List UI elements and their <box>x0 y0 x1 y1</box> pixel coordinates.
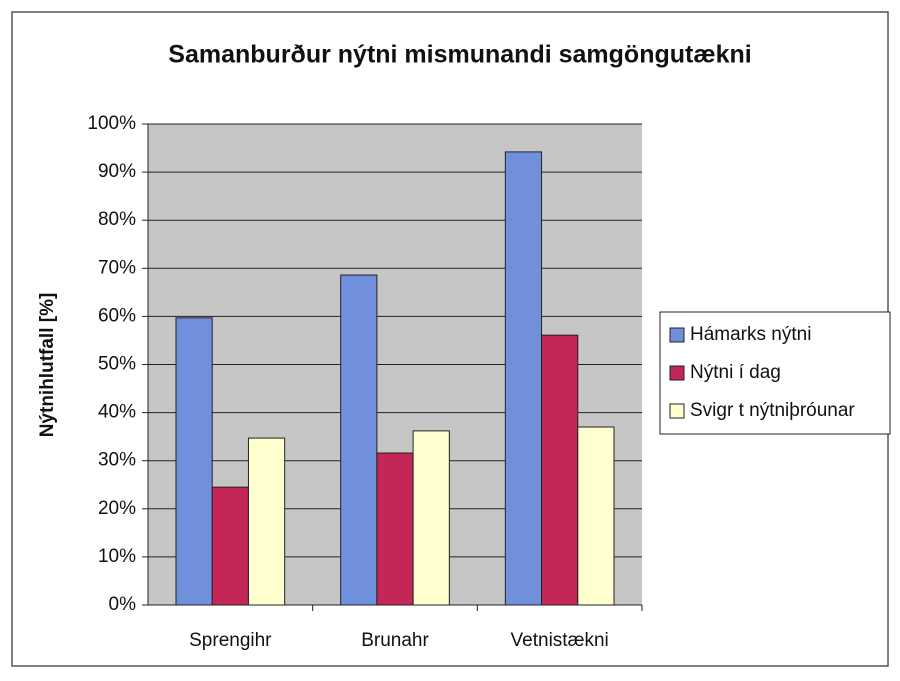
legend-label: Nýtni í dag <box>690 362 781 383</box>
chart-title: Samanburður nýtni mismunandi samgöngutæk… <box>168 41 751 69</box>
y-tick-label: 90% <box>98 161 136 182</box>
bar <box>340 274 378 606</box>
legend-label: Hámarks nýtni <box>690 324 811 345</box>
y-tick-label: 10% <box>98 546 136 567</box>
bar <box>504 151 543 606</box>
bar <box>175 317 213 606</box>
x-tick-label: Sprengihr <box>189 630 272 651</box>
bar <box>211 486 249 606</box>
y-tick-label: 100% <box>87 113 136 134</box>
legend-swatch <box>669 365 685 381</box>
legend-swatch <box>669 327 685 343</box>
y-tick-label: 20% <box>98 498 136 519</box>
legend-swatch <box>669 403 685 419</box>
bar <box>577 426 615 606</box>
y-tick-label: 0% <box>109 594 137 615</box>
y-tick-label: 30% <box>98 450 136 471</box>
legend-label: Svigr t nýtniþróunar <box>690 400 855 421</box>
bar <box>376 452 414 606</box>
bar <box>247 437 286 606</box>
bar <box>412 430 450 606</box>
bar <box>541 334 579 606</box>
y-tick-label: 50% <box>98 354 136 375</box>
x-tick-label: Brunahr <box>361 630 429 651</box>
y-axis-label: Nýtnihlutfall [%] <box>37 293 58 438</box>
y-tick-label: 40% <box>98 402 136 423</box>
legend-box <box>659 311 891 435</box>
x-tick-label: Vetnistækni <box>511 630 609 651</box>
y-tick-label: 60% <box>98 305 136 326</box>
y-tick-label: 80% <box>98 209 136 230</box>
y-tick-label: 70% <box>98 257 136 278</box>
